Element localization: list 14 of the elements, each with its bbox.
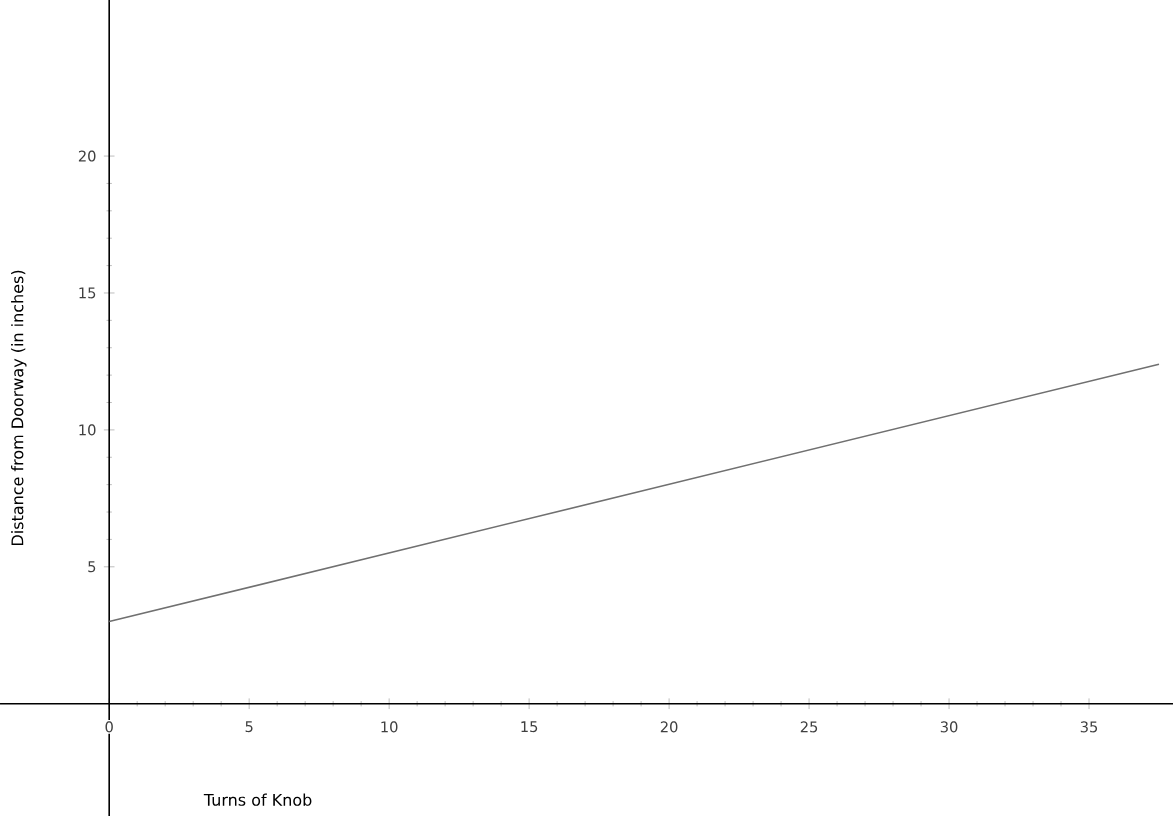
y-tick-label: 5 bbox=[88, 561, 96, 573]
y-tick-label: 20 bbox=[78, 150, 96, 162]
x-tick-label: 5 bbox=[245, 721, 253, 733]
y-tick-label: 10 bbox=[79, 424, 96, 436]
x-tick-label: 35 bbox=[1080, 721, 1098, 733]
y-axis-title: Distance from Doorway (in inches) bbox=[11, 270, 27, 545]
x-tick-label: 0 bbox=[105, 721, 113, 733]
x-tick-label: 20 bbox=[660, 721, 678, 733]
y-tick-label: 15 bbox=[79, 287, 96, 299]
x-tick-label: 25 bbox=[800, 721, 818, 733]
x-axis-title: Turns of Knob bbox=[203, 793, 312, 806]
x-tick-label: 30 bbox=[940, 721, 958, 733]
x-tick-label: 10 bbox=[381, 721, 398, 733]
x-tick-label: 15 bbox=[521, 721, 538, 733]
